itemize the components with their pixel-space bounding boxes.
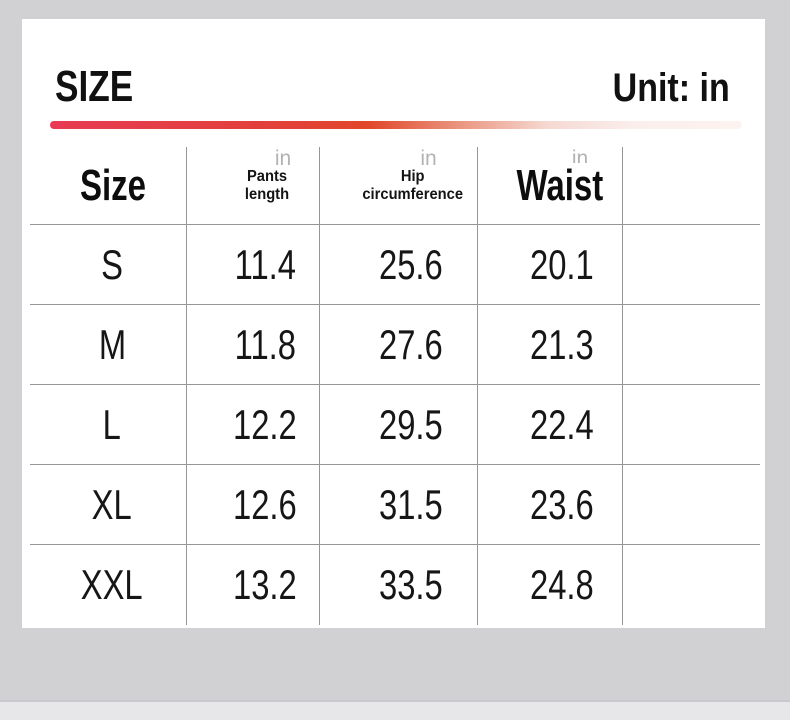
column-header-line: Hip [400,167,425,185]
cell-value: L [102,400,122,448]
empty-cell [623,225,760,305]
size-chart-card: SIZE Unit: in Size in Pants length in [22,19,765,628]
cell-value: 11.4 [234,240,296,288]
column-header-line: circumference [362,185,463,203]
table-row-xl-waist: 23.6 [478,465,623,545]
page-title: SIZE [55,62,134,111]
column-header-hip-circumference: in Hip circumference [320,147,478,225]
cell-value: 27.6 [378,320,443,368]
cell-value: 12.6 [233,480,297,528]
cell-value: 31.5 [378,480,443,528]
table-row-xxl-size: XXL [30,545,187,625]
page-bottom-strip [0,700,790,720]
cell-value: S [101,240,123,288]
cell-value: 13.2 [233,561,297,608]
cell-value: 12.2 [233,400,297,448]
table-row-xl-pants-length: 12.6 [187,465,320,545]
table-row-s-pants-length: 11.4 [187,225,320,305]
table-row-l-waist: 22.4 [478,385,623,465]
size-table: Size in Pants length in Hip [30,147,760,625]
cell-value: 29.5 [378,400,443,448]
table-row-s-size: S [30,225,187,305]
cell-value: M [98,320,126,368]
table-row-xl-size: XL [30,465,187,545]
table-row-l-pants-length: 12.2 [187,385,320,465]
table-row-l-hip-circumference: 29.5 [320,385,478,465]
table-row-s-hip-circumference: 25.6 [320,225,478,305]
table-row-m-size: M [30,305,187,385]
column-header-waist-label: Waist [513,162,607,209]
table-row-m-waist: 21.3 [478,305,623,385]
column-header-waist: in Waist [478,147,623,225]
cell-value: 25.6 [378,240,443,288]
column-header-pants-length: in Pants length [187,147,320,225]
empty-cell [623,465,760,545]
column-header-size: Size [30,147,187,225]
table-row-xxl-hip-circumference: 33.5 [320,545,478,625]
table-row-m-hip-circumference: 27.6 [320,305,478,385]
cell-value: XL [91,480,133,528]
cell-value: 21.3 [530,320,594,368]
empty-cell [623,305,760,385]
table-row-m-pants-length: 11.8 [187,305,320,385]
accent-gradient-line [50,121,742,129]
table-row-xxl-waist: 24.8 [478,545,623,625]
table-row-l-size: L [30,385,187,465]
unit-label: Unit: in [612,66,730,110]
column-header-pants-length-label: Pants length [242,166,292,205]
cell-value: XXL [81,561,143,608]
empty-cell [623,385,760,465]
cell-value: 22.4 [530,400,594,448]
table-row-s-waist: 20.1 [478,225,623,305]
cell-value: 24.8 [530,561,594,608]
cell-value: 23.6 [530,480,594,528]
cell-value: 33.5 [378,561,443,608]
column-header-line: length [244,185,290,203]
table-row-xl-hip-circumference: 31.5 [320,465,478,545]
column-header-hip-circumference-label: Hip circumference [359,166,466,205]
cell-value: 20.1 [530,240,594,288]
column-header-line: Pants [246,167,288,185]
column-header-empty [623,147,760,225]
empty-cell [623,545,760,625]
cell-value: 11.8 [234,320,296,368]
column-header-size-label: Size [76,162,150,209]
table-row-xxl-pants-length: 13.2 [187,545,320,625]
